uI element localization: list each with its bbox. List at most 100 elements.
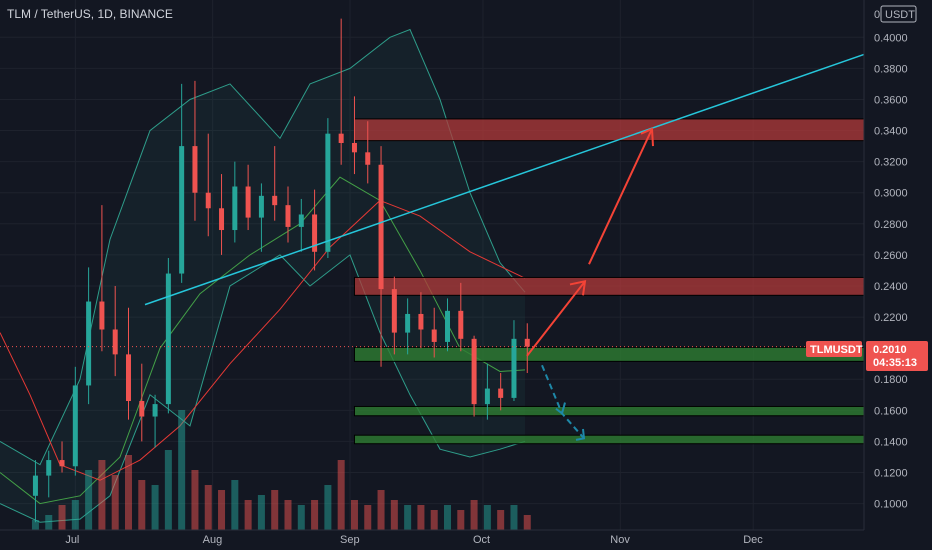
candle-body: [86, 301, 92, 386]
bollinger-fill: [0, 29, 525, 523]
candle-body: [285, 205, 291, 227]
candle-body: [139, 400, 145, 417]
volume-bar: [71, 500, 79, 530]
volume-bar: [311, 500, 319, 530]
volume-bar: [204, 485, 212, 530]
candle-body: [125, 354, 131, 401]
volume-bar: [98, 460, 106, 530]
price-tick-label: 0.1200: [874, 467, 908, 479]
candle-body: [391, 289, 397, 333]
candle-body: [165, 273, 171, 405]
candle-body: [192, 146, 198, 193]
resistance-zone: [353, 118, 865, 142]
candle-body: [351, 142, 357, 153]
time-tick-label: Jul: [65, 534, 79, 546]
volume-bar: [111, 475, 119, 530]
volume-bar: [417, 505, 425, 530]
drawing-overlays: [0, 53, 865, 441]
time-tick-label: Dec: [743, 534, 763, 546]
volume-bar: [191, 470, 199, 530]
price-tick-label: 0.3600: [874, 94, 908, 106]
candle-body: [59, 460, 65, 467]
symbol-tag-label: TLMUSDT: [810, 344, 863, 356]
price-tick-label: 0.4000: [874, 32, 908, 44]
price-tick-label: 0.1800: [874, 374, 908, 386]
volume-bar: [244, 500, 252, 530]
candle-body: [272, 195, 278, 206]
symbol-tag: [806, 341, 862, 357]
candle-body: [99, 301, 105, 330]
candle-body: [431, 329, 437, 342]
price-tick-label: 0.2800: [874, 219, 908, 231]
price-tag-value: 0.2010: [873, 344, 907, 356]
teal-arrow-head: [575, 428, 586, 441]
price-axis-panel[interactable]: [864, 0, 932, 530]
volume-bar: [231, 480, 239, 530]
candle-body: [338, 133, 344, 143]
time-tick-label: Oct: [473, 534, 490, 546]
volume-bar: [497, 510, 505, 530]
volume-bar: [138, 480, 146, 530]
volume-bar: [364, 505, 372, 530]
candle-body: [325, 133, 331, 252]
price-tick-label: 0.1400: [874, 436, 908, 448]
candle-body: [498, 388, 504, 398]
candle-body: [205, 192, 211, 209]
candle-body: [179, 146, 185, 274]
candle-body: [365, 152, 371, 165]
volume-bar: [510, 505, 518, 530]
price-tick-label: 0.3200: [874, 157, 908, 169]
candle-body: [245, 186, 251, 218]
candle-body: [232, 186, 238, 231]
volume-bar: [284, 500, 292, 530]
volume-bar: [45, 515, 53, 530]
support-zone: [353, 405, 865, 417]
volume-bar: [430, 510, 438, 530]
volume-bar: [523, 515, 531, 530]
candle-body: [445, 310, 451, 342]
volume-bar: [444, 505, 452, 530]
chart-title: TLM / TetherUS, 1D, BINANCE: [7, 7, 173, 21]
candle-body: [112, 329, 118, 355]
volume-bar: [483, 505, 491, 530]
price-zones: [353, 118, 865, 445]
volume-bar: [404, 505, 412, 530]
time-tick-label: Sep: [340, 534, 360, 546]
price-tick-label: 0.1600: [874, 405, 908, 417]
current-price-tag: TLMUSDT 0.2010 04:35:13: [806, 341, 928, 371]
candle-body: [298, 214, 304, 227]
candle-body: [32, 475, 38, 496]
resistance-zone: [353, 276, 865, 296]
price-tick-label: 0.3000: [874, 188, 908, 200]
candle-body: [511, 338, 517, 398]
support-zone: [353, 434, 865, 445]
price-tick-label: 0.2600: [874, 250, 908, 262]
red-arrow-head: [569, 280, 587, 296]
price-axis-unit-value: 0: [874, 9, 880, 21]
volume-bar: [350, 500, 358, 530]
price-tick-label: 0.1000: [874, 499, 908, 511]
candle-body: [152, 404, 158, 417]
price-tick-label: 0.2200: [874, 312, 908, 324]
price-tag-box: [866, 341, 928, 371]
time-tick-label: Nov: [610, 534, 630, 546]
ascending-trendline: [144, 53, 865, 306]
candle-body: [258, 195, 264, 218]
price-axis-unit-box[interactable]: [880, 5, 917, 23]
price-tick-label: 0.3800: [874, 63, 908, 75]
price-tick-label: 0.2400: [874, 281, 908, 293]
candle-body: [405, 313, 411, 333]
red-arrow-head: [640, 127, 654, 147]
candles: [32, 18, 530, 523]
candle-body: [46, 460, 52, 476]
volume-bar: [164, 450, 172, 530]
volume-bar: [257, 495, 265, 530]
volume-bar: [297, 505, 305, 530]
bollinger-lower: [0, 254, 526, 523]
volume-bar: [178, 410, 186, 530]
red-arrow-path: [526, 128, 653, 357]
candle-body: [312, 214, 318, 252]
candle-body: [471, 338, 477, 405]
